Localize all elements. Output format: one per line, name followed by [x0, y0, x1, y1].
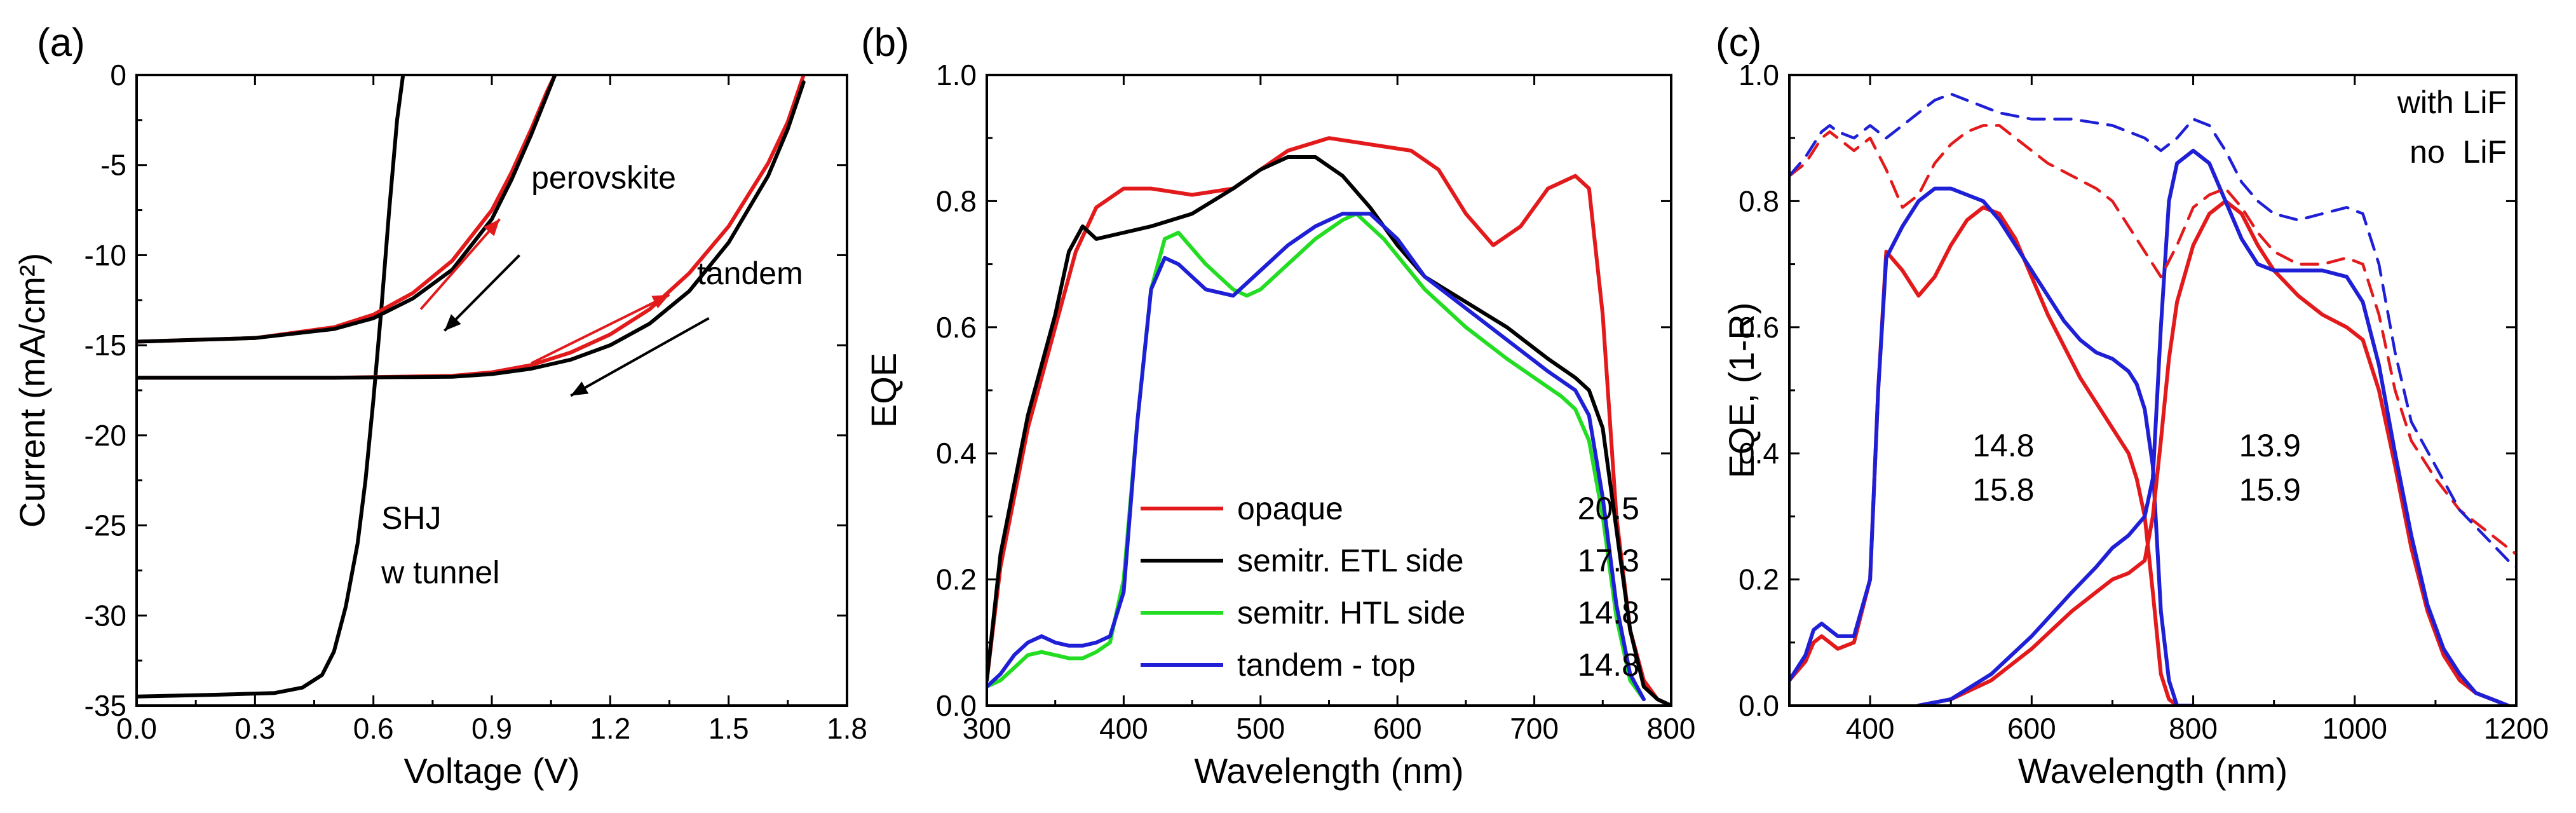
x-tick-label: 1.2 — [590, 712, 630, 745]
y-axis-title: EQE, (1-R) — [1721, 303, 1761, 479]
annotation: tandem — [697, 256, 803, 291]
x-tick-label: 1.8 — [827, 712, 867, 745]
legend-label: semitr. HTL side — [1237, 595, 1465, 631]
legend-value: 14.8 — [1578, 647, 1639, 683]
y-tick-label: 1.0 — [1739, 58, 1779, 92]
series-line-2 — [137, 75, 557, 344]
x-tick-label: 600 — [2007, 712, 2056, 745]
panel-label: (b) — [861, 21, 909, 65]
y-tick-label: -15 — [85, 329, 126, 362]
series-line-5 — [1789, 92, 2516, 569]
legend-value: 14.8 — [1578, 595, 1639, 631]
y-tick-label: 0 — [110, 58, 126, 92]
y-tick-label: -10 — [85, 238, 126, 271]
y-tick-label: -20 — [85, 419, 126, 452]
legend-label: tandem - top — [1237, 647, 1416, 683]
panel-0: 0.0 0.3 0.6 0.9 1.2 1.5 1.8 -35 -30 -25 -20 -15 -10 -… — [12, 21, 867, 791]
x-tick-label: 800 — [2169, 712, 2218, 745]
x-tick-label: 400 — [1846, 712, 1895, 745]
series-line-4 — [1789, 124, 2516, 556]
y-axis-title: EQE — [864, 353, 904, 428]
annotation: 15.9 — [2239, 472, 2301, 508]
x-tick-label: 800 — [1647, 712, 1696, 745]
y-tick-label: 0.8 — [1739, 184, 1779, 217]
hysteresis-arrow — [444, 254, 520, 332]
x-axis-title: Wavelength (nm) — [1194, 751, 1463, 791]
panel-label: (c) — [1716, 21, 1761, 65]
legend: opaque 20.5 semitr. ETL side 17.3 semitr. HT… — [1141, 491, 1639, 683]
y-tick-label: 0.2 — [1739, 563, 1779, 596]
y-tick-label: 0.0 — [1739, 689, 1779, 722]
series-line-1 — [1789, 186, 2195, 706]
series-line-2 — [987, 212, 1646, 702]
x-tick-label: 700 — [1510, 712, 1559, 745]
series-line-3 — [987, 212, 1646, 702]
legend-label: no LiF — [2410, 134, 2507, 170]
series-line-3 — [1916, 149, 2511, 706]
y-tick-label: 0.0 — [936, 689, 977, 722]
legend-label: opaque — [1237, 491, 1343, 526]
x-tick-label: 1200 — [2484, 712, 2549, 745]
panel-2: 400 600 800 1000 1200 0.0 0.2 0.4 0.6 0.8 1.0 Wavel… — [1716, 21, 2549, 791]
series-group — [1789, 92, 2516, 706]
annotation: 13.9 — [2239, 428, 2301, 463]
series-group — [987, 136, 1671, 706]
x-axis-title: Voltage (V) — [403, 751, 580, 791]
y-tick-label: 0.4 — [936, 437, 977, 470]
x-tick-label: 500 — [1236, 712, 1285, 745]
x-tick-label: 1000 — [2322, 712, 2387, 745]
series-line-3 — [137, 75, 806, 380]
x-tick-label: 0.0 — [116, 712, 157, 745]
x-tick-label: 0.3 — [234, 712, 275, 745]
x-tick-label: 300 — [963, 712, 1012, 745]
y-tick-label: 0.8 — [936, 184, 977, 217]
annotation: 14.8 — [1972, 428, 2034, 463]
legend-value: 20.5 — [1578, 491, 1639, 526]
x-tick-label: 0.9 — [471, 712, 512, 745]
legend-label: semitr. ETL side — [1237, 543, 1464, 578]
annotation: perovskite — [531, 160, 676, 196]
series-line-4 — [137, 80, 806, 380]
series-line-1 — [137, 75, 557, 344]
y-tick-label: 0.2 — [936, 563, 977, 596]
annotation: w tunnel — [381, 554, 499, 590]
panel-1: 300 400 500 600 700 800 0.0 0.2 0.4 0.6 0.8 1.0 Wave… — [861, 21, 1695, 791]
hysteresis-arrow — [419, 218, 501, 310]
y-tick-label: -25 — [85, 509, 126, 542]
legend-value: 17.3 — [1578, 543, 1639, 578]
series-group — [137, 75, 806, 699]
hysteresis-arrow — [570, 317, 710, 397]
hysteresis-arrow — [531, 293, 670, 365]
panel-label: (a) — [37, 21, 85, 65]
x-tick-label: 400 — [1099, 712, 1148, 745]
annotation: SHJ — [381, 500, 441, 536]
y-axis-title: Current (mA/cm²) — [12, 253, 52, 528]
y-tick-label: -30 — [85, 599, 126, 632]
legend-label: with LiF — [2397, 85, 2507, 120]
y-tick-label: 1.0 — [936, 58, 977, 92]
annotation: 15.8 — [1972, 472, 2034, 508]
y-tick-label: 0.6 — [936, 311, 977, 344]
x-axis-title: Wavelength (nm) — [2018, 751, 2288, 791]
series-line-0 — [137, 75, 405, 699]
y-tick-label: -35 — [85, 689, 126, 722]
x-tick-label: 0.6 — [353, 712, 394, 745]
y-tick-label: -5 — [100, 149, 126, 182]
legend: with LiF no LiF — [2397, 85, 2507, 170]
y-tick-label: 0.6 — [1739, 311, 1779, 344]
x-tick-label: 600 — [1373, 712, 1422, 745]
plot-frame — [135, 74, 848, 707]
series-line-1 — [987, 155, 1671, 706]
y-tick-label: 0.4 — [1739, 437, 1779, 470]
x-tick-label: 1.5 — [708, 712, 749, 745]
